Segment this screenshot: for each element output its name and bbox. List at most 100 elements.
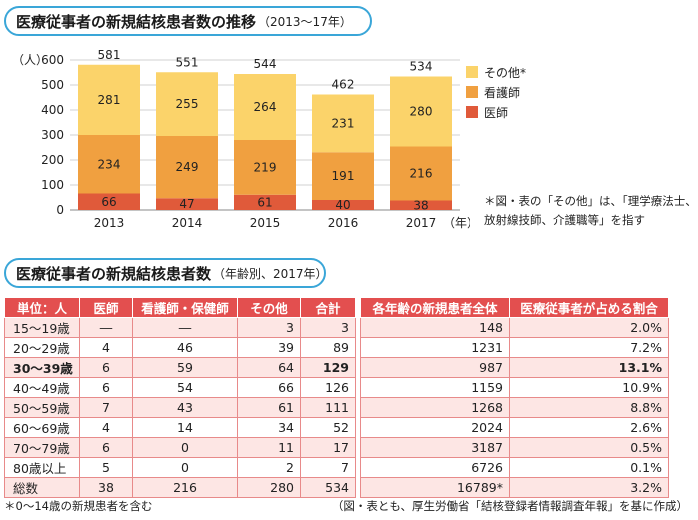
doctor-count: 38 [79,477,133,498]
age-table: 単位：人 医師 看護師・保健師 その他 合計 各年齢の新規患者全体 医療従事者が… [4,297,669,498]
nurse-count: 43 [132,397,238,418]
bar-segment [312,152,374,200]
table-row: 15〜19歳 ― ― 3 3 148 2.0% [4,317,669,338]
bar-segment [156,198,218,210]
y-tick-label: 400 [41,103,64,117]
total-count: 126 [300,377,356,398]
bar-value-label: 38 [413,198,428,212]
legend-label-nurse: 看護師 [484,85,521,100]
table-row: 80歳以上 5 0 2 7 6726 0.1% [4,457,669,478]
table-header-row: 単位：人 医師 看護師・保健師 その他 合計 各年齢の新規患者全体 医療従事者が… [4,297,669,318]
age-label: 20〜29歳 [4,337,80,358]
bar-total-label: 544 [254,57,277,71]
bar-value-label: 264 [254,100,277,114]
stacked-bar-chart: 0 100 200 300 400 500 600（人） 66 234 281 581 2013 47 2… [12,48,470,230]
table-row: 40〜49歳 6 54 66 126 1159 10.9% [4,377,669,398]
bar-total-label: 462 [332,78,355,92]
all-patients-count: 148 [360,317,510,338]
header-all-patients: 各年齢の新規患者全体 [360,297,510,318]
bar-segment [78,135,140,194]
legend-label-doctor: 医師 [484,105,509,120]
table-row: 20〜29歳 4 46 39 89 1231 7.2% [4,337,669,358]
table-row: 70〜79歳 6 0 11 17 3187 0.5% [4,437,669,458]
cell-gap [355,377,361,398]
chart-legend: その他* 看護師 医師 [466,62,526,122]
age-label: 総数 [4,477,80,498]
doctor-count: ― [79,317,133,338]
header-total: 合計 [300,297,356,318]
header-ratio: 医療従事者が占める割合 [509,297,669,318]
other-count: 280 [237,477,301,498]
legend-swatch-doctor [466,106,478,118]
other-count: 66 [237,377,301,398]
y-axis-unit: （人） [12,53,48,67]
all-patients-count: 6726 [360,457,510,478]
x-tick-label: 2013 [94,216,125,230]
all-patients-count: 16789* [360,477,510,498]
x-tick-label: 2017 [406,216,437,230]
total-count: 17 [300,437,356,458]
header-doctor: 医師 [79,297,133,318]
doctor-count: 5 [79,457,133,478]
age-label: 30〜39歳 [4,357,80,378]
table-title: 医療従事者の新規結核患者数 [16,264,212,283]
chart-subtitle: （2013〜17年） [258,14,352,29]
table-row: 30〜39歳 6 59 64 129 987 13.1% [4,357,669,378]
bar-value-label: 66 [101,195,116,209]
other-count: 11 [237,437,301,458]
bar-segment [312,94,374,153]
bar-value-label: 47 [179,197,194,211]
x-tick-label: 2015 [250,216,281,230]
chart-title: 医療従事者の新規結核患者数の推移 [16,12,257,31]
bar-segment [78,193,140,210]
y-tick-label: 500 [41,78,64,92]
cell-gap [355,437,361,458]
bar-segment [312,200,374,210]
cell-gap [355,357,361,378]
table-subtitle: （年齢別、2017年） [213,266,328,281]
header-other: その他 [237,297,301,318]
cell-gap [355,477,361,498]
legend-swatch-nurse [466,86,478,98]
header-unit: 単位：人 [4,297,80,318]
bar-total-label: 581 [98,48,121,62]
bar-total-label: 534 [410,60,433,74]
all-patients-count: 2024 [360,417,510,438]
other-count: 34 [237,417,301,438]
bar-segment [156,136,218,199]
doctor-count: 6 [79,437,133,458]
ratio: 0.5% [509,437,669,458]
bar-segment [390,146,452,201]
bar-value-label: 40 [335,198,350,212]
bar-value-label: 249 [176,160,199,174]
header-gap [355,297,361,318]
bar-segment [390,200,452,210]
bar-value-label: 216 [410,167,433,181]
y-tick-label: 0 [56,203,64,217]
bar-segment [234,74,296,140]
nurse-count: 46 [132,337,238,358]
x-axis-unit: （年） [443,216,470,230]
legend-item-doctor: 医師 [466,102,526,122]
total-count: 534 [300,477,356,498]
bar-value-label: 255 [176,97,199,111]
header-nurse: 看護師・保健師 [132,297,238,318]
chart-title-pill: 医療従事者の新規結核患者数の推移 （2013〜17年） [4,6,372,36]
age-label: 60〜69歳 [4,417,80,438]
bar-segment [78,64,140,135]
other-count: 61 [237,397,301,418]
cell-gap [355,337,361,358]
legend-item-other: その他* [466,62,526,82]
all-patients-count: 1268 [360,397,510,418]
cell-gap [355,417,361,438]
chart-footnote-line2: 放射線技師、介護職等」を指す [484,213,645,227]
age-label: 15〜19歳 [4,317,80,338]
nurse-count: ― [132,317,238,338]
all-patients-count: 987 [360,357,510,378]
ratio: 3.2% [509,477,669,498]
doctor-count: 6 [79,357,133,378]
bar-value-label: 231 [332,116,355,130]
other-count: 3 [237,317,301,338]
other-count: 39 [237,337,301,358]
bar-total-label: 551 [176,55,199,69]
